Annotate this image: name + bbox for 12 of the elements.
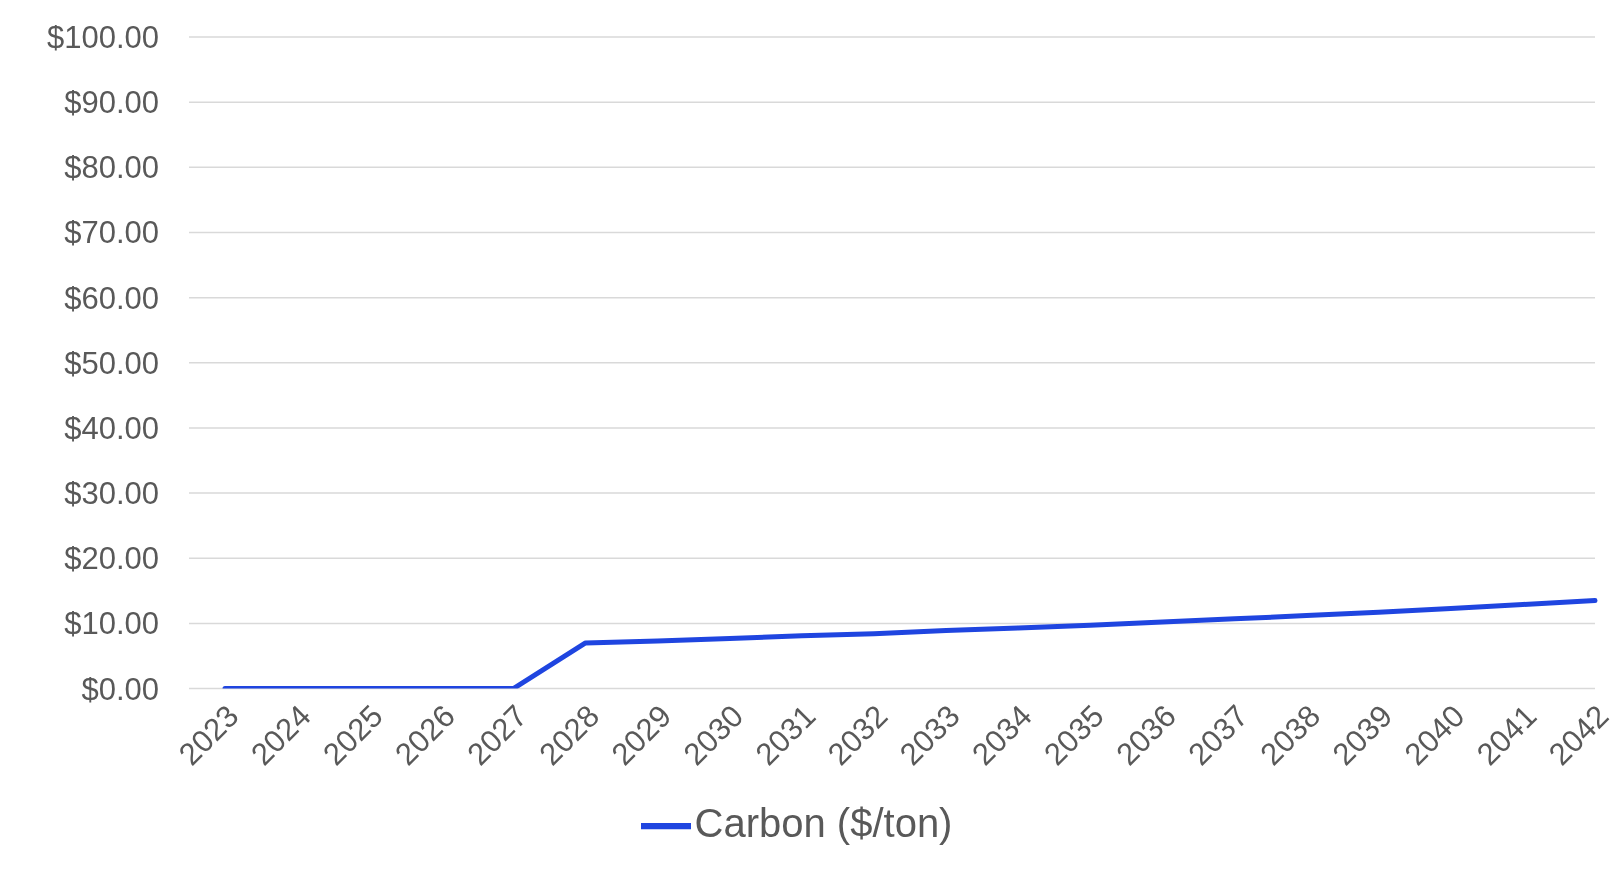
y-tick-label: $80.00 bbox=[64, 150, 159, 186]
y-tick-label: $60.00 bbox=[64, 280, 159, 316]
y-tick-label: $10.00 bbox=[64, 606, 159, 642]
y-tick-label: $40.00 bbox=[64, 410, 159, 446]
y-tick-label: $100.00 bbox=[46, 20, 159, 56]
y-tick-label: $20.00 bbox=[64, 541, 159, 577]
y-tick-label: $30.00 bbox=[64, 476, 159, 512]
y-tick-label: $90.00 bbox=[64, 85, 159, 121]
y-tick-label: $50.00 bbox=[64, 345, 159, 381]
legend-label: Carbon ($/ton) bbox=[694, 800, 953, 845]
y-tick-label: $0.00 bbox=[81, 671, 159, 707]
y-tick-label: $70.00 bbox=[64, 215, 159, 251]
